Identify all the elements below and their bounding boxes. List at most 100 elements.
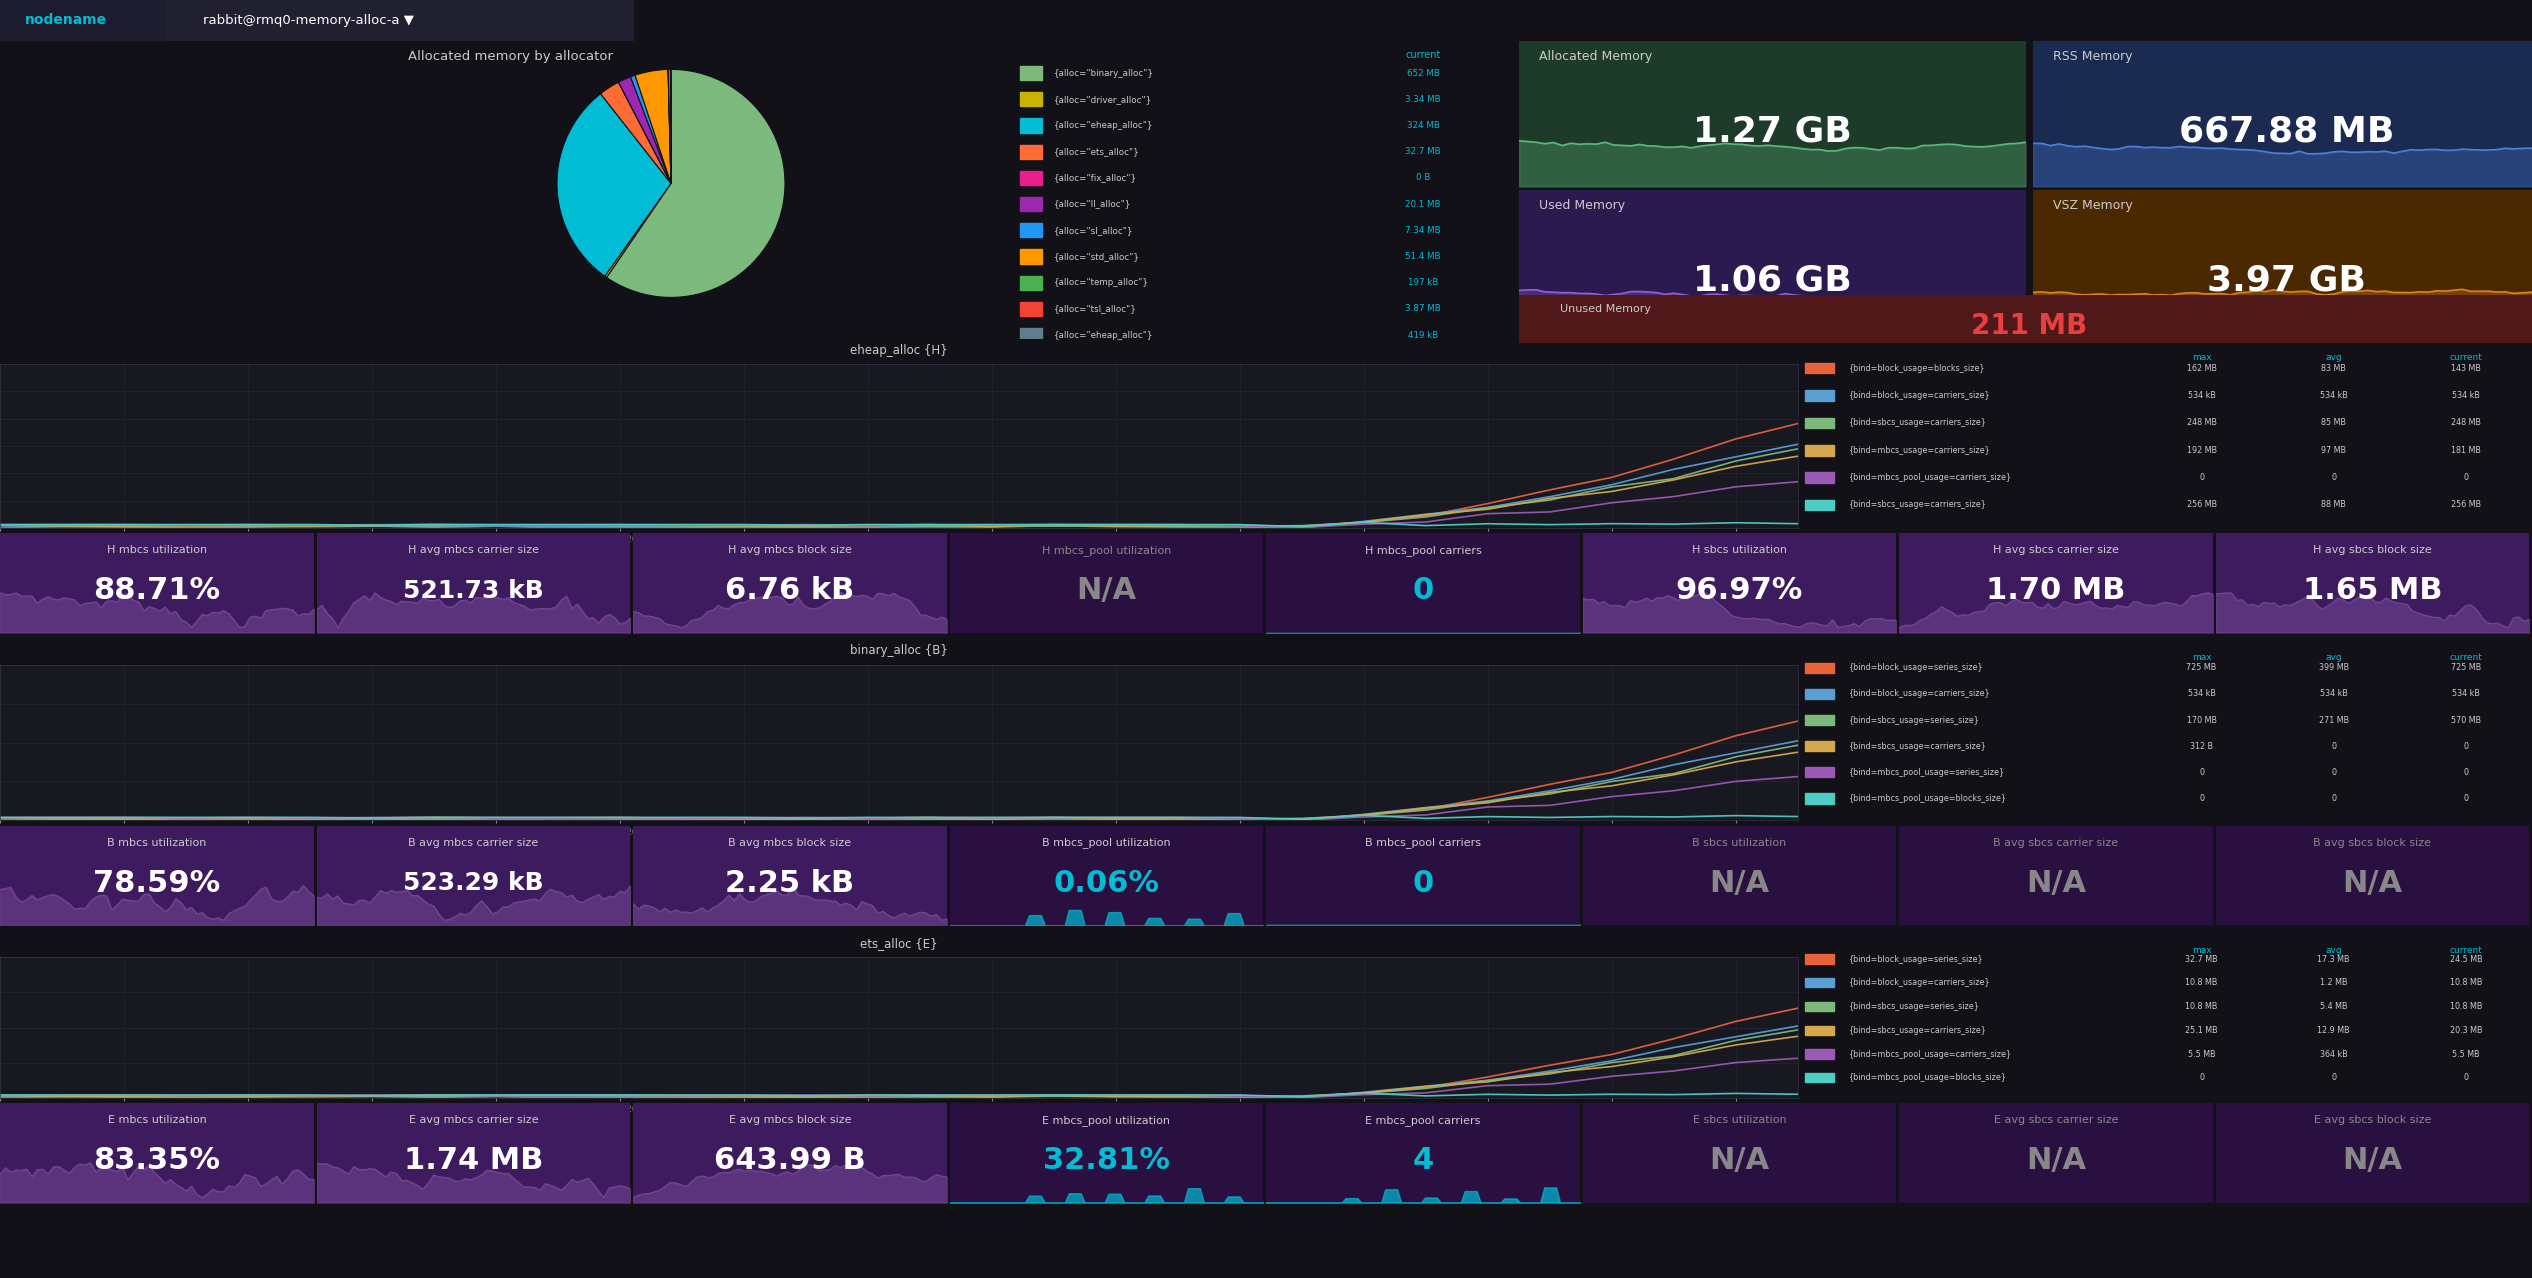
Text: E mbcs_pool utilization: E mbcs_pool utilization — [1043, 1114, 1170, 1126]
Text: current: current — [2448, 353, 2481, 362]
Text: 1.70 MB: 1.70 MB — [1985, 576, 2127, 606]
Text: 256 MB: 256 MB — [2451, 501, 2481, 510]
Text: {bind=mbcs_pool_usage=blocks_size}: {bind=mbcs_pool_usage=blocks_size} — [1848, 1074, 2008, 1082]
Wedge shape — [557, 93, 671, 276]
Bar — [1805, 714, 1833, 725]
Text: {bind=sbcs_usage=series_size}: {bind=sbcs_usage=series_size} — [1848, 1002, 1980, 1011]
Text: 0: 0 — [2332, 1074, 2337, 1082]
Bar — [1805, 955, 1833, 964]
Text: B avg sbcs block size: B avg sbcs block size — [2314, 837, 2431, 847]
Bar — [1020, 197, 1041, 211]
Bar — [1020, 249, 1041, 263]
Text: 0.67%: 0.67% — [1580, 226, 1608, 235]
Text: 271 MB: 271 MB — [2319, 716, 2350, 725]
Text: 0: 0 — [2332, 741, 2337, 750]
Text: 1.27 GB: 1.27 GB — [1694, 114, 1851, 148]
Text: 0.02%: 0.02% — [1580, 279, 1608, 288]
Bar — [1805, 1026, 1833, 1035]
Text: 0: 0 — [2200, 768, 2203, 777]
Text: B mbcs utilization: B mbcs utilization — [106, 837, 208, 847]
Text: E sbcs utilization: E sbcs utilization — [1694, 1114, 1785, 1125]
Text: 1.06 GB: 1.06 GB — [1694, 263, 1851, 298]
Text: 248 MB: 248 MB — [2451, 418, 2481, 427]
Text: 83.35%: 83.35% — [94, 1146, 220, 1176]
Wedge shape — [668, 69, 671, 183]
Text: avg: avg — [2324, 353, 2342, 362]
Text: avg: avg — [2324, 946, 2342, 955]
Bar — [1020, 144, 1041, 158]
Text: eheap_alloc {H}: eheap_alloc {H} — [851, 344, 947, 357]
Wedge shape — [618, 82, 671, 183]
Text: 51.4 MB: 51.4 MB — [1405, 252, 1441, 261]
Text: 521.73 kB: 521.73 kB — [403, 579, 544, 603]
Text: 32.7 MB: 32.7 MB — [2185, 955, 2218, 964]
Text: 570 MB: 570 MB — [2451, 716, 2481, 725]
Text: 32.7 MB: 32.7 MB — [1405, 147, 1441, 156]
Text: 211 MB: 211 MB — [1972, 312, 2086, 340]
Text: H mbcs_pool utilization: H mbcs_pool utilization — [1041, 544, 1172, 556]
Text: 59.56%: 59.56% — [1577, 69, 1610, 78]
Text: {alloc="temp_alloc"}: {alloc="temp_alloc"} — [1053, 279, 1150, 288]
Text: N/A: N/A — [1076, 576, 1137, 606]
Bar — [0, 0, 165, 41]
Text: {bind=mbcs_pool_usage=series_size}: {bind=mbcs_pool_usage=series_size} — [1848, 768, 2005, 777]
Text: 10.8 MB: 10.8 MB — [2185, 1002, 2218, 1011]
Text: E avg sbcs block size: E avg sbcs block size — [2314, 1114, 2431, 1125]
Text: {alloc="binary_alloc"}: {alloc="binary_alloc"} — [1053, 69, 1155, 78]
Text: 0: 0 — [1413, 869, 1433, 898]
Text: 85 MB: 85 MB — [2322, 418, 2347, 427]
Text: {bind=sbcs_usage=carriers_size}: {bind=sbcs_usage=carriers_size} — [1848, 418, 1988, 427]
Text: E avg sbcs carrier size: E avg sbcs carrier size — [1993, 1114, 2119, 1125]
Text: 25.1 MB: 25.1 MB — [2185, 1026, 2218, 1035]
Text: 248 MB: 248 MB — [2188, 418, 2216, 427]
Text: 5.4 MB: 5.4 MB — [2319, 1002, 2347, 1011]
Text: 667.88 MB: 667.88 MB — [2178, 114, 2395, 148]
Text: E avg mbcs block size: E avg mbcs block size — [729, 1114, 851, 1125]
Text: 17.3 MB: 17.3 MB — [2317, 955, 2350, 964]
Bar — [1020, 302, 1041, 316]
Wedge shape — [636, 69, 671, 183]
Text: {alloc="std_alloc"}: {alloc="std_alloc"} — [1053, 252, 1139, 261]
Text: Allocated memory by allocator: Allocated memory by allocator — [408, 50, 613, 63]
Bar — [1805, 689, 1833, 699]
Text: 1.84%: 1.84% — [1580, 199, 1608, 208]
Bar — [1805, 500, 1833, 510]
Text: 0.35%: 0.35% — [1580, 304, 1608, 313]
Text: current: current — [1405, 50, 1441, 60]
Text: H mbcs_pool carriers: H mbcs_pool carriers — [1365, 544, 1481, 556]
Bar — [1020, 66, 1041, 81]
Text: 181 MB: 181 MB — [2451, 446, 2481, 455]
Text: 523.29 kB: 523.29 kB — [403, 872, 544, 896]
Text: 192 MB: 192 MB — [2188, 446, 2216, 455]
Text: H avg mbcs block size: H avg mbcs block size — [729, 544, 851, 555]
Text: B avg sbcs carrier size: B avg sbcs carrier size — [1993, 837, 2119, 847]
Text: H sbcs utilization: H sbcs utilization — [1691, 544, 1788, 555]
Text: 162 MB: 162 MB — [2188, 364, 2216, 373]
Text: 534 kB: 534 kB — [2319, 689, 2347, 699]
Text: 0.04%: 0.04% — [1580, 331, 1608, 340]
Text: 7.34 MB: 7.34 MB — [1405, 226, 1441, 235]
Text: {bind=block_usage=blocks_size}: {bind=block_usage=blocks_size} — [1848, 364, 1985, 373]
Text: binary_alloc {B}: binary_alloc {B} — [851, 644, 947, 657]
Text: {alloc="sl_alloc"}: {alloc="sl_alloc"} — [1053, 226, 1134, 235]
Text: {alloc="ll_alloc"}: {alloc="ll_alloc"} — [1053, 199, 1132, 208]
Text: 29.54%: 29.54% — [1577, 121, 1610, 130]
Text: {bind=mbcs_usage=carriers_size}: {bind=mbcs_usage=carriers_size} — [1848, 446, 1990, 455]
Text: 0: 0 — [2464, 768, 2469, 777]
Text: 96.97%: 96.97% — [1676, 576, 1803, 606]
Text: H avg sbcs block size: H avg sbcs block size — [2314, 544, 2431, 555]
Wedge shape — [618, 77, 671, 183]
Text: {bind=sbcs_usage=carriers_size}: {bind=sbcs_usage=carriers_size} — [1848, 1026, 1988, 1035]
Text: 643.99 B: 643.99 B — [714, 1146, 866, 1176]
Text: 4.69%: 4.69% — [1580, 252, 1608, 261]
Text: H avg sbcs carrier size: H avg sbcs carrier size — [1993, 544, 2119, 555]
Text: H avg mbcs carrier size: H avg mbcs carrier size — [408, 544, 539, 555]
Text: 24.5 MB: 24.5 MB — [2448, 955, 2481, 964]
Text: {bind=mbcs_pool_usage=blocks_size}: {bind=mbcs_pool_usage=blocks_size} — [1848, 794, 2008, 803]
Text: {bind=sbcs_usage=carriers_size}: {bind=sbcs_usage=carriers_size} — [1848, 741, 1988, 750]
Text: ets_alloc {E}: ets_alloc {E} — [861, 937, 937, 950]
Text: 419 kB: 419 kB — [1408, 331, 1438, 340]
Text: 1.65 MB: 1.65 MB — [2302, 576, 2443, 606]
Bar — [1805, 767, 1833, 777]
Text: N/A: N/A — [1709, 1146, 1770, 1176]
